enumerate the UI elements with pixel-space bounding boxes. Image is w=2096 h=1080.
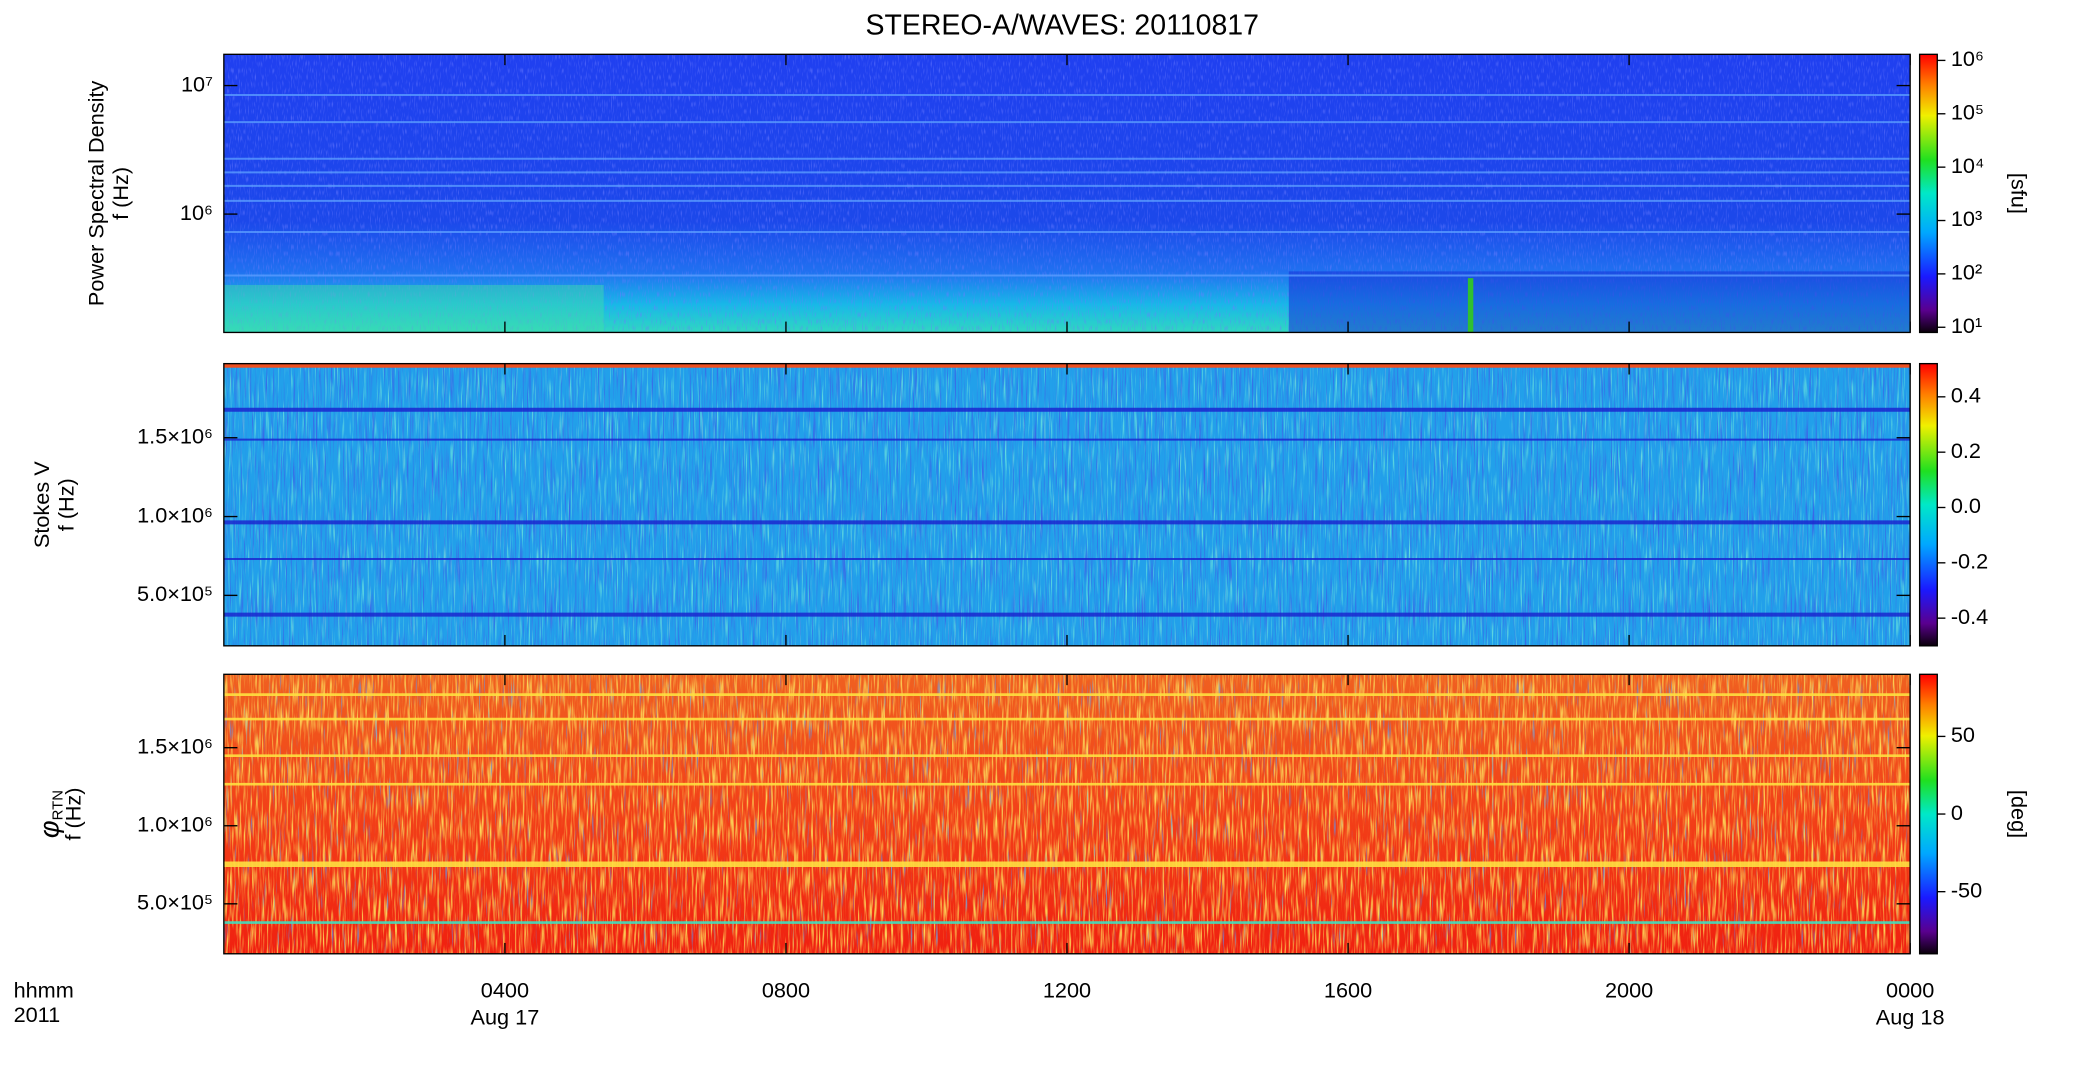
colorbar-label: [deg] bbox=[2007, 790, 2032, 838]
colorbar bbox=[1918, 362, 1938, 647]
y-tick-label: 1.5×10⁶ bbox=[137, 423, 213, 448]
date-label: Aug 17 bbox=[471, 1005, 540, 1030]
colorbar-tick-label: 10¹ bbox=[1951, 313, 1982, 338]
colorbar-tick-label: -50 bbox=[1951, 877, 1982, 902]
y-axis-label: f (Hz) bbox=[54, 478, 79, 531]
year-label: 2011 bbox=[14, 1002, 61, 1027]
texture bbox=[223, 284, 604, 333]
texture bbox=[1288, 271, 1911, 333]
y-tick-label: 5.0×10⁵ bbox=[137, 890, 213, 915]
spectrogram-image bbox=[223, 674, 1911, 954]
colorbar-tick-label: 10³ bbox=[1951, 206, 1982, 231]
y-tick-label: 1.0×10⁶ bbox=[137, 811, 213, 836]
y-axis-label-symbol: φ bbox=[34, 820, 65, 838]
colorbar bbox=[1918, 53, 1938, 334]
colorbar-tick-label: -0.2 bbox=[1951, 549, 1988, 574]
x-tick-label: 2000 bbox=[1605, 977, 1653, 1002]
colorbar-tick-label: 0.0 bbox=[1951, 493, 1981, 518]
y-axis-label: f (Hz) bbox=[108, 167, 133, 220]
colorbar-tick-label: 10⁶ bbox=[1951, 46, 1984, 71]
time-unit-label: hhmm bbox=[14, 977, 74, 1002]
colorbar-tick-label: 0.2 bbox=[1951, 438, 1981, 463]
band-lines bbox=[223, 94, 1911, 277]
colorbar-tick-label: 0.4 bbox=[1951, 383, 1981, 408]
y-tick-label: 10⁷ bbox=[181, 71, 213, 96]
x-tick-label: 1600 bbox=[1324, 977, 1372, 1002]
y-axis-label: Stokes V bbox=[29, 461, 54, 548]
band-lines bbox=[223, 693, 1911, 924]
y-axis-label: f (Hz) bbox=[60, 788, 85, 841]
y-tick-label: 10⁶ bbox=[180, 200, 213, 225]
band-lines bbox=[223, 407, 1911, 617]
chart-title: STEREO-A/WAVES: 20110817 bbox=[866, 10, 1259, 42]
x-tick-label: 1200 bbox=[1043, 977, 1091, 1002]
colorbar-tick-label: -0.4 bbox=[1951, 604, 1988, 629]
colorbar-tick-label: 0 bbox=[1951, 800, 1963, 825]
spectrogram-image bbox=[223, 54, 1911, 333]
colorbar-tick-label: 10⁵ bbox=[1951, 100, 1984, 125]
y-tick-label: 1.5×10⁶ bbox=[137, 733, 213, 758]
spectrogram-image bbox=[223, 363, 1911, 646]
colorbar-tick-label: 10² bbox=[1951, 260, 1982, 285]
y-axis-label-subscript: RTN bbox=[49, 790, 66, 820]
colorbar-label: [sfu] bbox=[2007, 173, 2032, 214]
texture bbox=[1467, 278, 1474, 333]
colorbar-tick-label: 10⁴ bbox=[1951, 153, 1984, 178]
y-tick-label: 5.0×10⁵ bbox=[137, 581, 213, 606]
x-tick-label: 0000 bbox=[1886, 977, 1934, 1002]
x-tick-label: 0400 bbox=[481, 977, 529, 1002]
colorbar bbox=[1918, 673, 1938, 955]
colorbar-tick-label: 50 bbox=[1951, 722, 1975, 747]
date-label: Aug 18 bbox=[1876, 1005, 1945, 1030]
y-tick-label: 1.0×10⁶ bbox=[137, 502, 213, 527]
texture bbox=[223, 674, 1911, 954]
texture bbox=[223, 363, 1911, 646]
x-tick-label: 0800 bbox=[762, 977, 810, 1002]
y-axis-label: Power Spectral Density bbox=[83, 81, 108, 307]
y-axis-label: φRTN bbox=[34, 790, 67, 838]
